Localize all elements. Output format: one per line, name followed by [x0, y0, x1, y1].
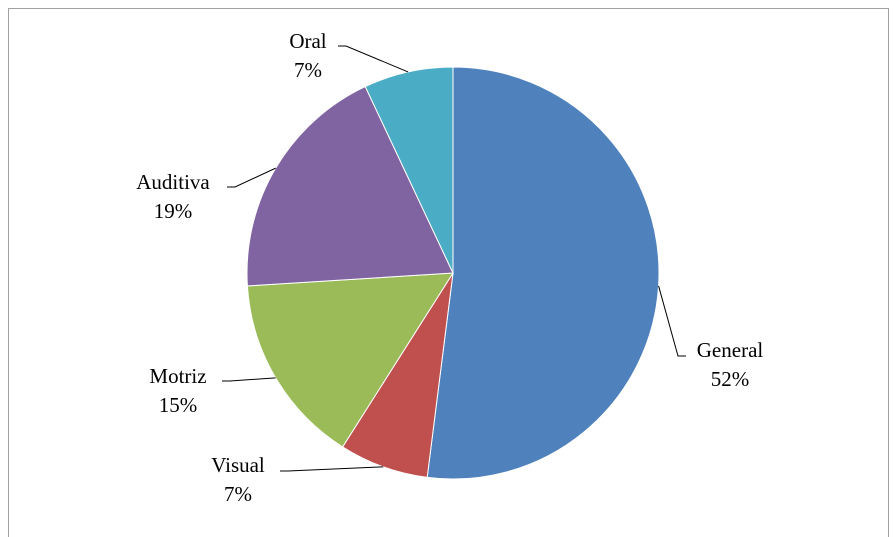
leader-line: [338, 45, 409, 73]
value-label: 15%: [159, 393, 198, 417]
leader-line: [658, 285, 686, 357]
leader-line: [280, 466, 384, 472]
value-label: 7%: [294, 58, 322, 82]
pie-slice: [246, 85, 454, 287]
category-label: Motriz: [149, 364, 206, 388]
category-label: Oral: [289, 29, 326, 53]
value-label: 52%: [711, 367, 750, 391]
value-label: 7%: [224, 482, 252, 506]
category-label: Auditiva: [136, 170, 210, 194]
category-label: General: [697, 338, 764, 362]
leader-line: [222, 377, 276, 382]
pie-slice: [426, 66, 660, 480]
value-label: 19%: [154, 199, 193, 223]
leader-line: [227, 167, 276, 188]
category-label: Visual: [211, 453, 265, 477]
pie-slice: [246, 272, 454, 448]
